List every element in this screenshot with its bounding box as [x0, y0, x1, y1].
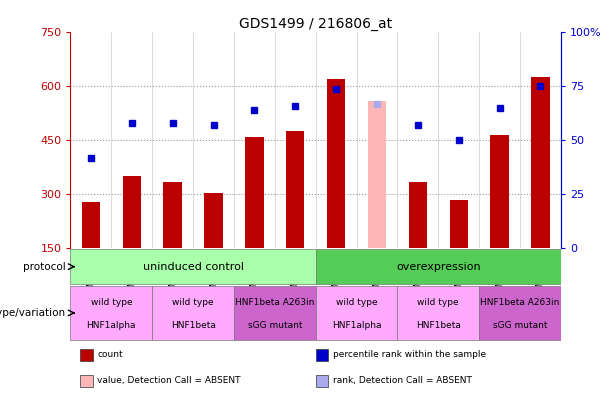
- Bar: [449, 200, 468, 249]
- Text: percentile rank within the sample: percentile rank within the sample: [333, 350, 486, 359]
- Bar: [368, 101, 386, 249]
- Text: uninduced control: uninduced control: [143, 262, 243, 272]
- Bar: [316, 249, 561, 284]
- Bar: [286, 132, 305, 249]
- Text: sGG mutant: sGG mutant: [248, 321, 302, 330]
- Text: GSM74422: GSM74422: [536, 249, 545, 298]
- Bar: [327, 79, 345, 249]
- Bar: [397, 286, 479, 340]
- Text: value, Detection Call = ABSENT: value, Detection Call = ABSENT: [97, 376, 241, 385]
- Bar: [531, 77, 550, 249]
- Text: GSM74420: GSM74420: [495, 249, 504, 298]
- Bar: [490, 135, 509, 249]
- Text: HNF1alpha: HNF1alpha: [332, 321, 381, 330]
- Bar: [479, 286, 561, 340]
- Bar: [70, 286, 152, 340]
- Bar: [164, 182, 182, 249]
- Text: wild type: wild type: [417, 298, 459, 307]
- Text: GSM74423: GSM74423: [291, 249, 300, 298]
- Text: wild type: wild type: [91, 298, 132, 307]
- Bar: [80, 375, 93, 387]
- Bar: [82, 202, 100, 249]
- Bar: [316, 286, 397, 340]
- Text: HNF1beta: HNF1beta: [416, 321, 461, 330]
- Text: GSM74431: GSM74431: [209, 249, 218, 298]
- Text: HNF1beta A263in: HNF1beta A263in: [235, 298, 314, 307]
- Text: GSM74429: GSM74429: [168, 249, 177, 298]
- Text: genotype/variation: genotype/variation: [0, 308, 66, 318]
- Text: rank, Detection Call = ABSENT: rank, Detection Call = ABSENT: [333, 376, 472, 385]
- Text: GSM74421: GSM74421: [250, 249, 259, 298]
- Bar: [316, 349, 328, 361]
- Text: HNF1beta A263in: HNF1beta A263in: [481, 298, 560, 307]
- Text: GSM74425: GSM74425: [86, 249, 96, 298]
- Bar: [80, 349, 93, 361]
- Text: overexpression: overexpression: [396, 262, 481, 272]
- Text: GSM74428: GSM74428: [413, 249, 422, 298]
- Bar: [70, 249, 316, 284]
- Text: count: count: [97, 350, 123, 359]
- Text: sGG mutant: sGG mutant: [493, 321, 547, 330]
- Bar: [245, 137, 264, 249]
- Text: GSM74430: GSM74430: [454, 249, 463, 298]
- Text: wild type: wild type: [172, 298, 214, 307]
- Bar: [234, 286, 316, 340]
- Text: HNF1beta: HNF1beta: [170, 321, 216, 330]
- Bar: [123, 177, 141, 249]
- Text: GSM74426: GSM74426: [373, 249, 381, 298]
- Text: GSM74427: GSM74427: [128, 249, 136, 298]
- Bar: [204, 193, 223, 249]
- Text: HNF1alpha: HNF1alpha: [86, 321, 136, 330]
- Title: GDS1499 / 216806_at: GDS1499 / 216806_at: [239, 17, 392, 31]
- Bar: [152, 286, 234, 340]
- Text: GSM74424: GSM74424: [332, 249, 341, 298]
- Bar: [316, 375, 328, 387]
- Text: wild type: wild type: [336, 298, 378, 307]
- Text: protocol: protocol: [23, 262, 66, 272]
- Bar: [409, 182, 427, 249]
